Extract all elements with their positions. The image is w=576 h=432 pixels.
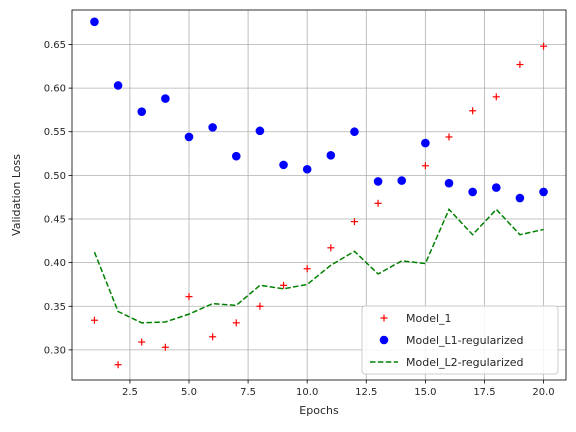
data-point (540, 42, 548, 50)
x-axis-label: Epochs (299, 404, 339, 417)
x-tick-label: 5.0 (181, 387, 197, 398)
x-tick-label: 20.0 (532, 387, 554, 398)
data-point (444, 178, 454, 188)
data-point (374, 199, 382, 207)
y-tick-label: 0.45 (44, 214, 66, 225)
legend: Model_1 Model_L1-regularized Model_L2-regu… (361, 305, 559, 375)
data-point (185, 293, 193, 301)
y-tick-label: 0.35 (44, 302, 66, 313)
legend-handle-plus (380, 314, 388, 322)
data-point (326, 150, 336, 160)
data-point (539, 187, 548, 197)
data-point (445, 133, 453, 141)
legend-item: Model_1 (380, 312, 452, 325)
series-layer (90, 17, 548, 369)
data-point (491, 183, 501, 192)
data-point (302, 164, 312, 174)
plot-frame (71, 9, 567, 381)
y-tick-label: 0.60 (44, 84, 66, 95)
data-point (280, 281, 288, 289)
legend-label: Model_1 (406, 312, 452, 325)
data-point (350, 127, 359, 137)
data-point (255, 126, 265, 136)
data-point (114, 361, 122, 369)
data-point (113, 81, 123, 90)
legend-handle-circle (379, 335, 389, 345)
legend-item: Model_L2-regularized (370, 356, 524, 369)
y-tick-label: 0.55 (44, 127, 66, 138)
data-point (184, 132, 194, 142)
data-point (327, 244, 335, 252)
x-tick-label: 15.0 (414, 387, 436, 398)
y-tick-label: 0.65 (44, 40, 66, 51)
legend-label: Model_L1-regularized (406, 334, 524, 347)
legend-item: Model_L1-regularized (379, 334, 524, 347)
data-point (421, 162, 429, 170)
x-tick-label: 2.5 (122, 387, 138, 398)
data-point (516, 61, 524, 69)
y-tick-label: 0.30 (44, 345, 66, 356)
data-point (161, 343, 169, 351)
x-tick-label: 10.0 (296, 387, 318, 398)
data-point (397, 176, 407, 185)
data-point (138, 338, 146, 346)
x-axis-ticks: 2.5 5.0 7.5 10.0 12.5 15.0 17.5 20.0 (122, 380, 555, 398)
data-point (469, 107, 477, 115)
data-point (90, 17, 99, 27)
y-tick-label: 0.40 (44, 258, 66, 269)
data-point (421, 138, 430, 148)
data-point (468, 187, 477, 197)
data-point (350, 218, 358, 226)
data-point (208, 123, 217, 132)
x-tick-label: 17.5 (473, 387, 495, 398)
x-tick-label: 7.5 (240, 387, 256, 398)
data-point (373, 177, 383, 186)
x-tick-label: 12.5 (355, 387, 377, 398)
data-point (256, 302, 264, 310)
y-axis-label: Validation Loss (10, 154, 23, 236)
y-tick-label: 0.50 (44, 171, 66, 182)
legend-box (361, 305, 559, 375)
data-point (303, 265, 311, 273)
data-point (232, 319, 240, 327)
grid (72, 10, 566, 380)
series-Model_L1-regularized (90, 17, 548, 203)
data-point (161, 94, 170, 103)
data-point (209, 333, 217, 341)
data-point (90, 316, 98, 324)
data-point (137, 107, 147, 116)
y-axis-ticks: 0.30 0.35 0.40 0.45 0.50 0.55 0.60 0.65 (44, 40, 72, 356)
data-point (231, 151, 241, 161)
legend-items: Model_1 Model_L1-regularized Model_L2-regu… (370, 312, 524, 369)
data-point (279, 160, 288, 170)
legend-label: Model_L2-regularized (406, 356, 524, 369)
data-point (515, 193, 525, 203)
data-point (492, 93, 500, 101)
